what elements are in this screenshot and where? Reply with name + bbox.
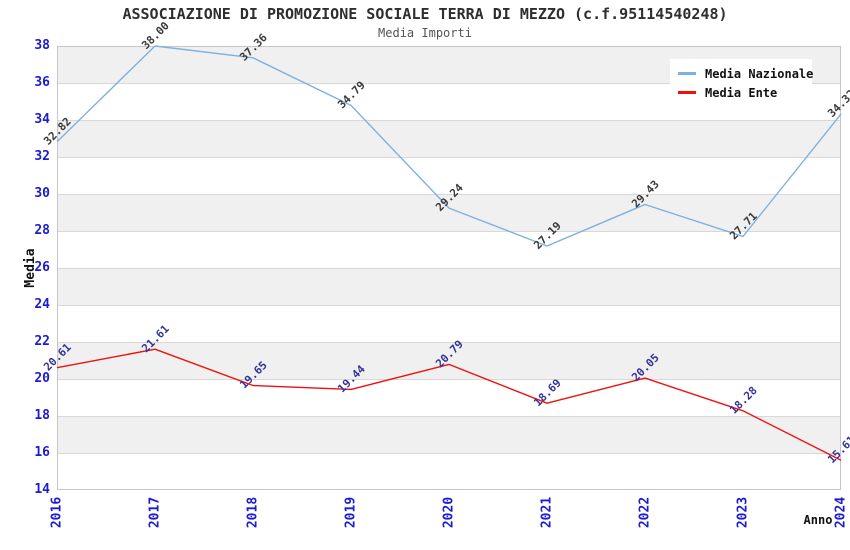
y-tick-label: 24 xyxy=(34,297,50,312)
series-line-1 xyxy=(56,348,842,461)
legend-line-swatch-nazionale xyxy=(678,72,696,75)
x-tick-label: 2021 xyxy=(539,496,555,529)
y-tick-label: 30 xyxy=(34,186,50,201)
y-tick-label: 22 xyxy=(34,334,50,349)
x-axis-title: Anno xyxy=(803,513,833,527)
plot-band xyxy=(57,305,841,342)
plot-band xyxy=(57,453,841,490)
legend-line-swatch-ente xyxy=(678,91,696,94)
series-line-0 xyxy=(56,45,842,247)
legend-label-nazionale: Media Nazionale xyxy=(705,66,814,81)
plot-band xyxy=(57,157,841,194)
chart-title: ASSOCIAZIONE DI PROMOZIONE SOCIALE TERRA… xyxy=(122,5,728,23)
plot-band xyxy=(57,120,841,157)
plot-band xyxy=(57,194,841,231)
y-tick-label: 20 xyxy=(34,371,50,386)
x-tick-label: 2022 xyxy=(637,496,653,529)
y-tick-label: 28 xyxy=(34,223,50,238)
plot-band xyxy=(57,268,841,305)
legend-label-ente: Media Ente xyxy=(705,85,778,100)
plot-border xyxy=(57,46,841,490)
y-tick-label: 16 xyxy=(34,445,50,460)
plot-band xyxy=(57,231,841,268)
x-tick-label: 2017 xyxy=(147,496,163,529)
legend-item-media-nazionale: Media Nazionale xyxy=(678,64,814,83)
x-tick-label: 2018 xyxy=(245,496,261,529)
x-tick-label: 2016 xyxy=(49,496,65,529)
y-tick-label: 36 xyxy=(34,75,50,90)
chart-subtitle: Media Importi xyxy=(378,26,472,40)
legend: Media Nazionale Media Ente xyxy=(670,59,814,107)
plot-band xyxy=(57,416,841,453)
plot-band xyxy=(57,342,841,379)
y-tick-label: 32 xyxy=(34,149,50,164)
y-tick-label: 18 xyxy=(34,408,50,423)
legend-item-media-ente: Media Ente xyxy=(678,83,812,102)
x-tick-label: 2023 xyxy=(735,496,751,529)
y-tick-label: 26 xyxy=(34,260,50,275)
y-tick-label: 38 xyxy=(34,38,50,53)
x-tick-label: 2020 xyxy=(441,496,457,529)
y-tick-label: 14 xyxy=(34,482,50,497)
y-tick-label: 34 xyxy=(34,112,50,127)
plot-band xyxy=(57,379,841,416)
x-tick-label: 2019 xyxy=(343,496,359,529)
